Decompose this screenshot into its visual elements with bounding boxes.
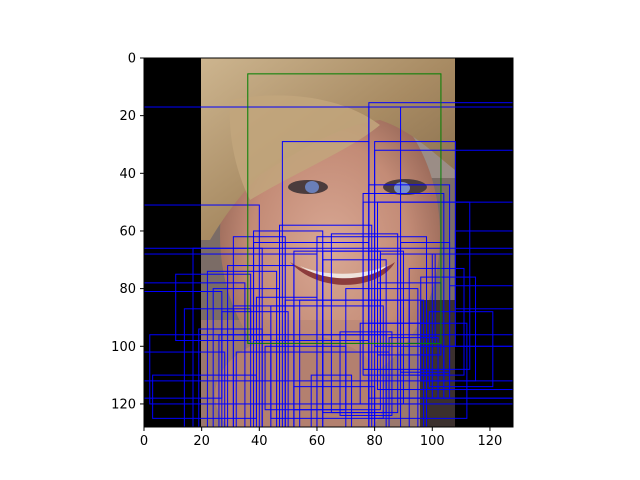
x-tick-label: 100 [420, 434, 445, 449]
y-tick-label: 0 [128, 52, 136, 67]
x-tick-label: 40 [251, 434, 268, 449]
right-iris [394, 182, 410, 194]
blue-box-59 [218, 334, 272, 427]
blue-box-50 [428, 311, 494, 388]
blue-box-35 [206, 270, 278, 427]
blue-box-48 [420, 276, 477, 382]
blue-box-58 [264, 345, 347, 411]
blue-box-37 [175, 273, 252, 342]
blue-box-56 [310, 374, 353, 427]
blue-box-30 [255, 296, 318, 427]
x-tick-label: 120 [478, 434, 503, 449]
blue-box-61 [152, 374, 257, 419]
y-tick-label: 120 [111, 397, 136, 412]
blue-box-4 [144, 282, 246, 427]
blue-box-2 [144, 247, 513, 427]
blue-box-60 [144, 351, 226, 427]
x-tick-label: 60 [309, 434, 326, 449]
left-iris [305, 181, 319, 193]
blue-box-39 [198, 328, 263, 427]
blue-box-55 [293, 386, 376, 427]
blue-box-54 [368, 322, 468, 419]
blue-box-53 [443, 345, 513, 399]
y-tick-label: 40 [119, 167, 136, 182]
blue-box-20 [253, 242, 370, 342]
blue-box-43 [388, 337, 439, 399]
x-tick-label: 20 [193, 434, 210, 449]
green-box [247, 73, 442, 344]
blue-box-41 [339, 331, 393, 416]
blue-box-52 [454, 230, 513, 310]
hand-shadow [201, 320, 455, 427]
teeth [300, 265, 388, 279]
axes-frame [143, 57, 514, 428]
blue-box-38 [183, 308, 252, 427]
y-tick-label: 80 [119, 282, 136, 297]
blue-box-7 [144, 380, 513, 427]
x-tick-label: 80 [366, 434, 383, 449]
blue-box-1 [144, 204, 260, 427]
face-image [144, 58, 513, 427]
blue-box-47 [408, 267, 465, 376]
hair-fringe [229, 95, 380, 200]
y-tick-label: 60 [119, 224, 136, 239]
blue-box-32 [221, 311, 289, 427]
blue-box-34 [212, 288, 280, 427]
x-tick-label: 0 [140, 434, 148, 449]
blue-box-0 [144, 106, 513, 427]
y-tick-label: 100 [111, 340, 136, 355]
blue-box-57 [322, 334, 387, 414]
y-tick-label: 20 [119, 109, 136, 124]
